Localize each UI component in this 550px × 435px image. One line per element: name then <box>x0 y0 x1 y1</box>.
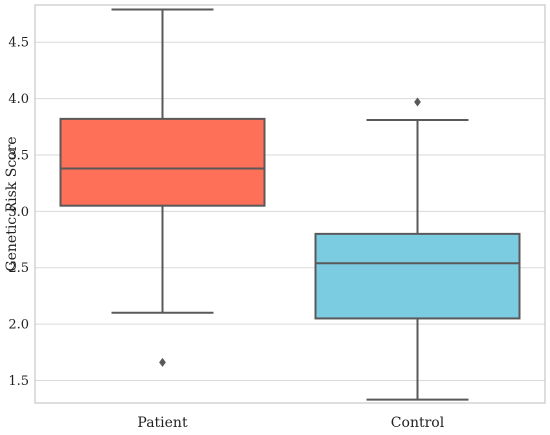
y-tick-label: 1.5 <box>8 374 29 389</box>
box-patient <box>59 8 266 367</box>
y-axis-label: Genetic Risk Score <box>4 136 20 271</box>
x-category-label: Patient <box>137 415 188 431</box>
y-tick-label: 3.0 <box>8 205 29 220</box>
plot-frame <box>34 4 546 404</box>
x-axis-categories: Patient Control <box>137 415 444 431</box>
outlier-point <box>414 97 421 107</box>
y-tick-label: 4.0 <box>8 92 29 107</box>
y-tick-label: 3.5 <box>8 148 29 163</box>
y-axis-ticks: 1.5 2.0 2.5 3.0 3.5 4.0 4.5 <box>8 36 29 389</box>
y-tick-label: 4.5 <box>8 36 29 51</box>
box-series <box>59 8 521 401</box>
grid-lines <box>35 41 545 381</box>
x-category-label: Control <box>391 415 445 431</box>
box-control <box>314 97 521 401</box>
outlier-point <box>159 357 166 367</box>
iqr-box <box>59 117 266 207</box>
y-tick-label: 2.5 <box>8 261 29 276</box>
iqr-box <box>314 232 521 320</box>
y-tick-label: 2.0 <box>8 318 29 333</box>
